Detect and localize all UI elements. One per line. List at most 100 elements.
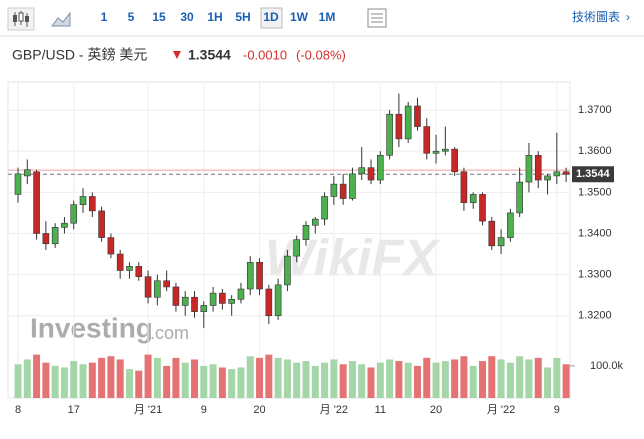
candle-body [126,266,133,271]
candle-body [321,196,328,220]
candle-body [395,113,403,140]
volume-bar [51,365,59,398]
volume-bar [479,361,486,398]
volume-bar [209,364,217,398]
volume-bar [200,365,208,398]
candle-body [51,227,59,245]
volume-bar [218,367,226,398]
volume-bar [441,361,449,398]
interval-button[interactable]: 15 [152,10,166,24]
candle-body [172,286,180,306]
area-icon[interactable] [51,11,71,27]
volume-bar [497,359,505,398]
interval-bar: 1 5 15 30 1H 5H 1D 1W 1M [101,7,336,29]
volume-bar [107,356,115,398]
volume-bar [33,354,41,398]
volume-bar [172,357,180,398]
candle-body [228,298,235,304]
volume-bar [256,357,264,398]
volume-bar [23,359,31,398]
volume-bar [42,362,50,398]
last-price-box [572,166,614,183]
volume-bar [144,354,152,398]
volume-bar [70,361,78,398]
volume-bar [60,367,68,398]
x-tick-label: 月 '22 [487,404,515,416]
candle-body [479,194,486,222]
candle-body [404,105,412,140]
volume-bar [460,356,468,398]
interval-button[interactable]: 1W [290,10,309,24]
candle-body [23,169,31,177]
interval-button[interactable]: 5 [128,10,135,24]
volume-bar [506,362,514,398]
volume-bar [469,365,477,398]
volume-bar [274,357,282,398]
candle-body [181,296,189,306]
x-tick-label: 月 '21 [134,404,162,416]
candle-body [246,261,254,290]
candle-body [414,105,421,127]
candle-body [507,212,514,238]
candle-body [256,261,263,290]
volume-bar [79,364,87,398]
candle-body [209,292,217,306]
y-tick-label: 1.3400 [578,227,612,239]
volume-bar [413,365,421,398]
candle-body [497,237,505,247]
y-tick-label: 1.3600 [578,145,612,157]
volume-bar [302,361,310,398]
candle-body [302,224,310,240]
candle-body [516,181,523,214]
volume-bar [562,364,570,398]
volume-bar [404,362,412,398]
link-arrow: › [626,10,630,24]
candle-body [284,255,291,286]
plot: Investing.com WikiFX 1.3200 1.3300 1.3400 1.3… [8,82,624,416]
volume-bar [516,356,524,398]
volume-bar [358,364,366,398]
candle-body [107,237,115,255]
x-tick-label: 9 [554,404,560,416]
candle-body [70,204,78,224]
volume-bar [395,361,403,398]
change-percent: (-0.08%) [296,47,346,62]
technical-chart-link[interactable]: 技術圖表 [572,10,620,24]
candle-body [14,173,22,195]
volume-bar [386,359,394,398]
candle-body [432,150,440,154]
volume-bar [181,362,189,398]
volume-bar [237,367,245,398]
interval-button[interactable]: 1 [101,10,108,24]
candle-body [562,171,570,175]
interval-button[interactable]: 1M [319,10,336,24]
candle-body [42,233,50,245]
candle-body [423,126,431,154]
change: -0.0010 [243,47,287,62]
candle-body [330,183,338,197]
interval-button[interactable]: 5H [235,10,250,24]
candle-body [89,196,96,212]
logo: Investing [30,312,153,343]
x-tick-label: 11 [375,404,386,416]
volume-bar [98,357,106,398]
interval-button[interactable]: 30 [180,10,194,24]
volume-bar [283,359,291,398]
interval-button[interactable]: 1D [263,10,279,24]
x-tick-label: 20 [253,404,265,416]
volume-bar [125,369,133,398]
last-price-label: 1.3544 [576,168,611,180]
interval-button[interactable]: 1H [207,10,222,24]
candle-body [311,218,319,226]
volume-bar [367,367,375,398]
volume-bar [451,359,459,398]
candle-body [116,253,124,271]
candle-body [349,173,356,199]
volume-bar [163,365,171,398]
volume-bar [153,357,161,398]
x-tick-label: 9 [201,404,207,416]
volume-bar [553,357,561,398]
volume-bar [228,369,236,398]
x-tick-label: 17 [68,404,80,416]
volume-tick-label: 100.0k [590,360,624,372]
